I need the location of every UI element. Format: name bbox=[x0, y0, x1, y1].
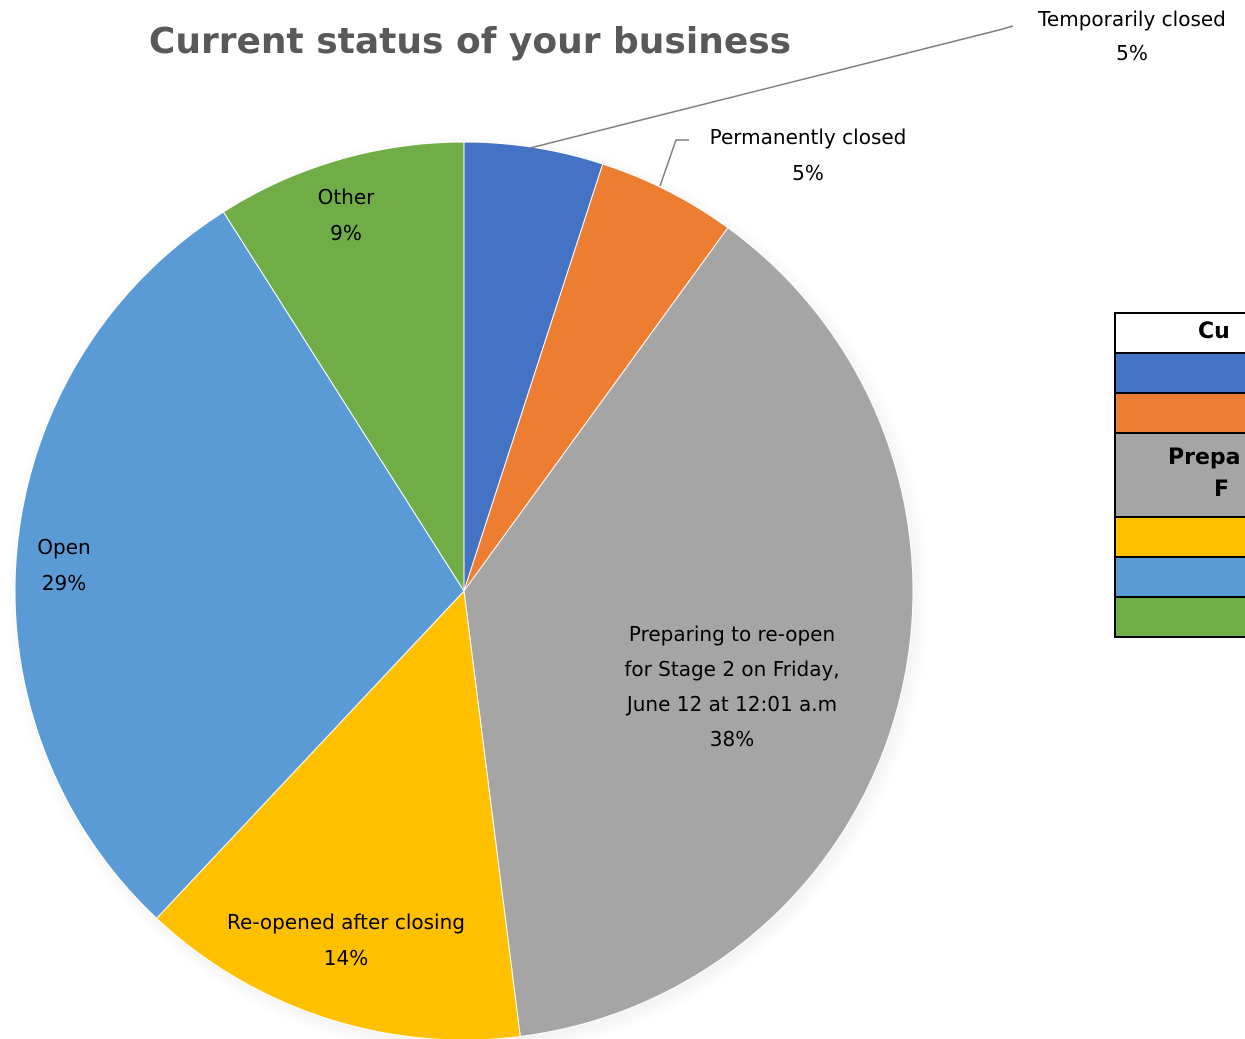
slice-name: Open bbox=[37, 535, 90, 559]
side-table-row bbox=[1116, 598, 1245, 638]
slice-label-1: Permanently closed 5% bbox=[710, 125, 907, 185]
slice-name: for Stage 2 on Friday, bbox=[624, 657, 839, 681]
side-table-rows: Prepa F bbox=[1116, 354, 1245, 638]
slice-name: Re-opened after closing bbox=[227, 910, 465, 934]
slice-name: Permanently closed bbox=[710, 125, 907, 149]
leader-lines bbox=[529, 25, 1014, 187]
pie-slices bbox=[14, 141, 914, 1039]
pie-slice-4 bbox=[14, 211, 465, 920]
slice-name: June 12 at 12:01 a.m bbox=[625, 692, 837, 716]
slice-label-2: Preparing to re-open for Stage 2 on Frida… bbox=[624, 622, 839, 751]
chart-title: Current status of your business bbox=[149, 21, 791, 62]
side-table-row-text: F bbox=[1214, 477, 1230, 502]
side-table-row-text: Prepa bbox=[1168, 445, 1241, 470]
slice-percent: 5% bbox=[1116, 41, 1148, 65]
side-table-row bbox=[1116, 394, 1245, 434]
slice-percent: 38% bbox=[710, 727, 754, 751]
leader-line-0 bbox=[529, 25, 1014, 149]
slice-label-5: Other 9% bbox=[318, 185, 376, 245]
side-table-row bbox=[1116, 354, 1245, 394]
pie-slice-2 bbox=[463, 227, 914, 1038]
leader-line-1 bbox=[659, 139, 689, 187]
slice-name: Temporarily closed bbox=[1037, 7, 1226, 31]
pie-slice-5 bbox=[222, 141, 465, 593]
slice-label-0: Temporarily closed 5% bbox=[1037, 7, 1226, 65]
slice-percent: 29% bbox=[42, 571, 86, 595]
side-table-header: Cu bbox=[1116, 314, 1245, 354]
side-table-row bbox=[1116, 518, 1245, 558]
side-table-row: Prepa F bbox=[1116, 434, 1245, 518]
slice-name: Preparing to re-open bbox=[629, 622, 835, 646]
side-table-row bbox=[1116, 558, 1245, 598]
pie-slice-3 bbox=[155, 589, 521, 1039]
side-table: Cu Prepa F bbox=[1114, 312, 1245, 638]
slice-labels: Temporarily closed 5% Permanently closed 5%… bbox=[37, 7, 1226, 970]
slice-percent: 14% bbox=[324, 946, 368, 970]
slice-label-3: Re-opened after closing 14% bbox=[227, 910, 465, 970]
slice-name: Other bbox=[318, 185, 376, 209]
slice-label-4: Open 29% bbox=[37, 535, 90, 595]
slice-percent: 5% bbox=[792, 161, 824, 185]
slice-percent: 9% bbox=[330, 221, 362, 245]
